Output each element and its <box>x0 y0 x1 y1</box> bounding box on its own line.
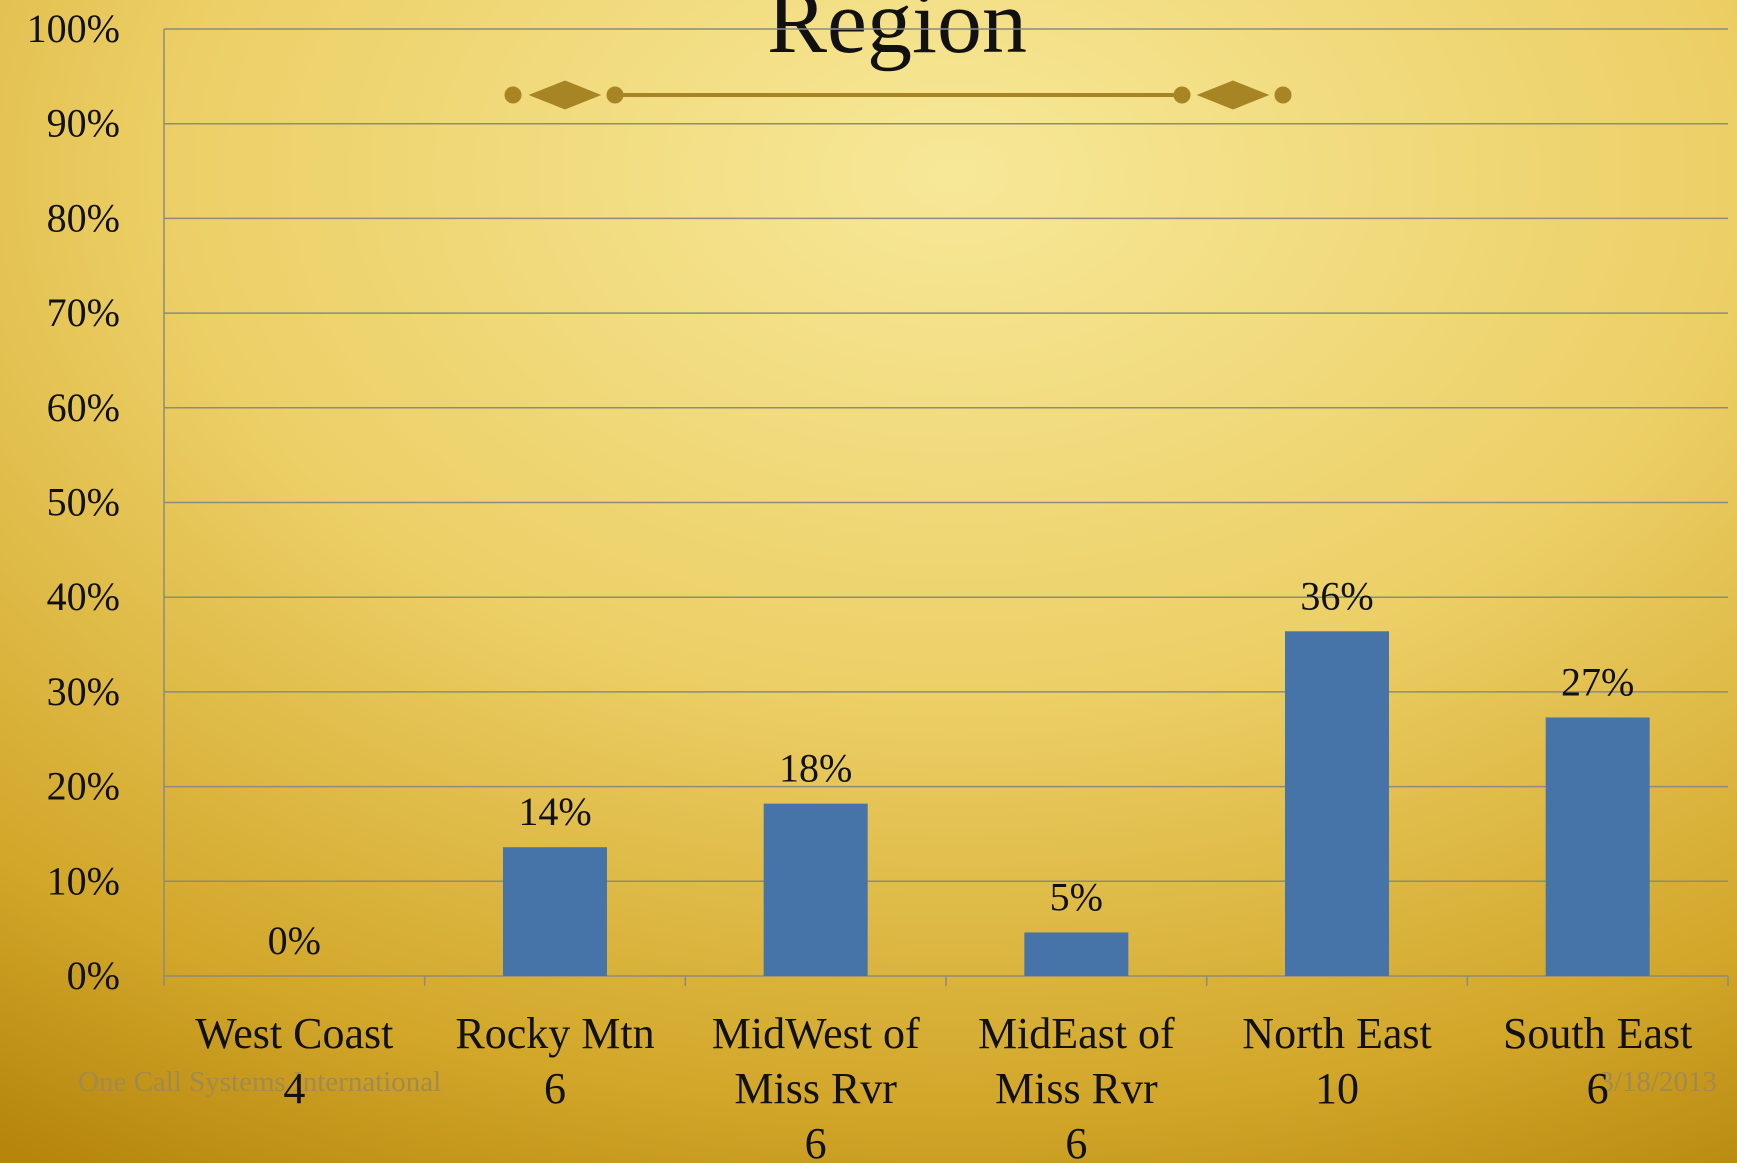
chart-title: Region <box>767 0 1027 72</box>
y-tick-label: 20% <box>47 764 120 809</box>
y-tick-label: 10% <box>47 858 120 903</box>
data-label: 0% <box>268 918 321 963</box>
y-tick-label: 90% <box>47 101 120 146</box>
bar <box>503 847 607 976</box>
y-tick-label: 100% <box>27 6 120 51</box>
ornament <box>504 80 1292 110</box>
data-label: 36% <box>1300 573 1373 618</box>
footer-left: One Call Systems International <box>78 1066 441 1098</box>
bar <box>763 803 868 976</box>
y-tick-label: 0% <box>67 953 120 998</box>
x-tick-label: West Coast 4 <box>195 1009 393 1113</box>
x-tick-label: MidEast of Miss Rvr 6 <box>978 1009 1175 1163</box>
y-tick-label: 80% <box>47 195 120 240</box>
footer-right: 3/18/2013 <box>1599 1066 1717 1098</box>
data-label: 18% <box>779 746 852 791</box>
x-tick-label: MidWest of Miss Rvr 6 <box>712 1009 920 1163</box>
bar <box>1545 717 1650 976</box>
y-tick-label: 30% <box>47 669 120 714</box>
data-label: 14% <box>518 789 591 834</box>
data-label: 27% <box>1561 659 1634 704</box>
bar <box>1285 631 1389 976</box>
y-tick-label: 70% <box>47 290 120 335</box>
data-label: 5% <box>1050 874 1103 919</box>
y-tick-label: 50% <box>47 480 120 525</box>
x-tick-label: North East 10 <box>1242 1009 1431 1113</box>
bar <box>1024 932 1129 976</box>
x-tick-label: Rocky Mtn 6 <box>455 1009 654 1113</box>
y-tick-label: 60% <box>47 385 120 430</box>
x-tick-label: South East 6 <box>1503 1009 1692 1113</box>
y-tick-label: 40% <box>47 574 120 619</box>
